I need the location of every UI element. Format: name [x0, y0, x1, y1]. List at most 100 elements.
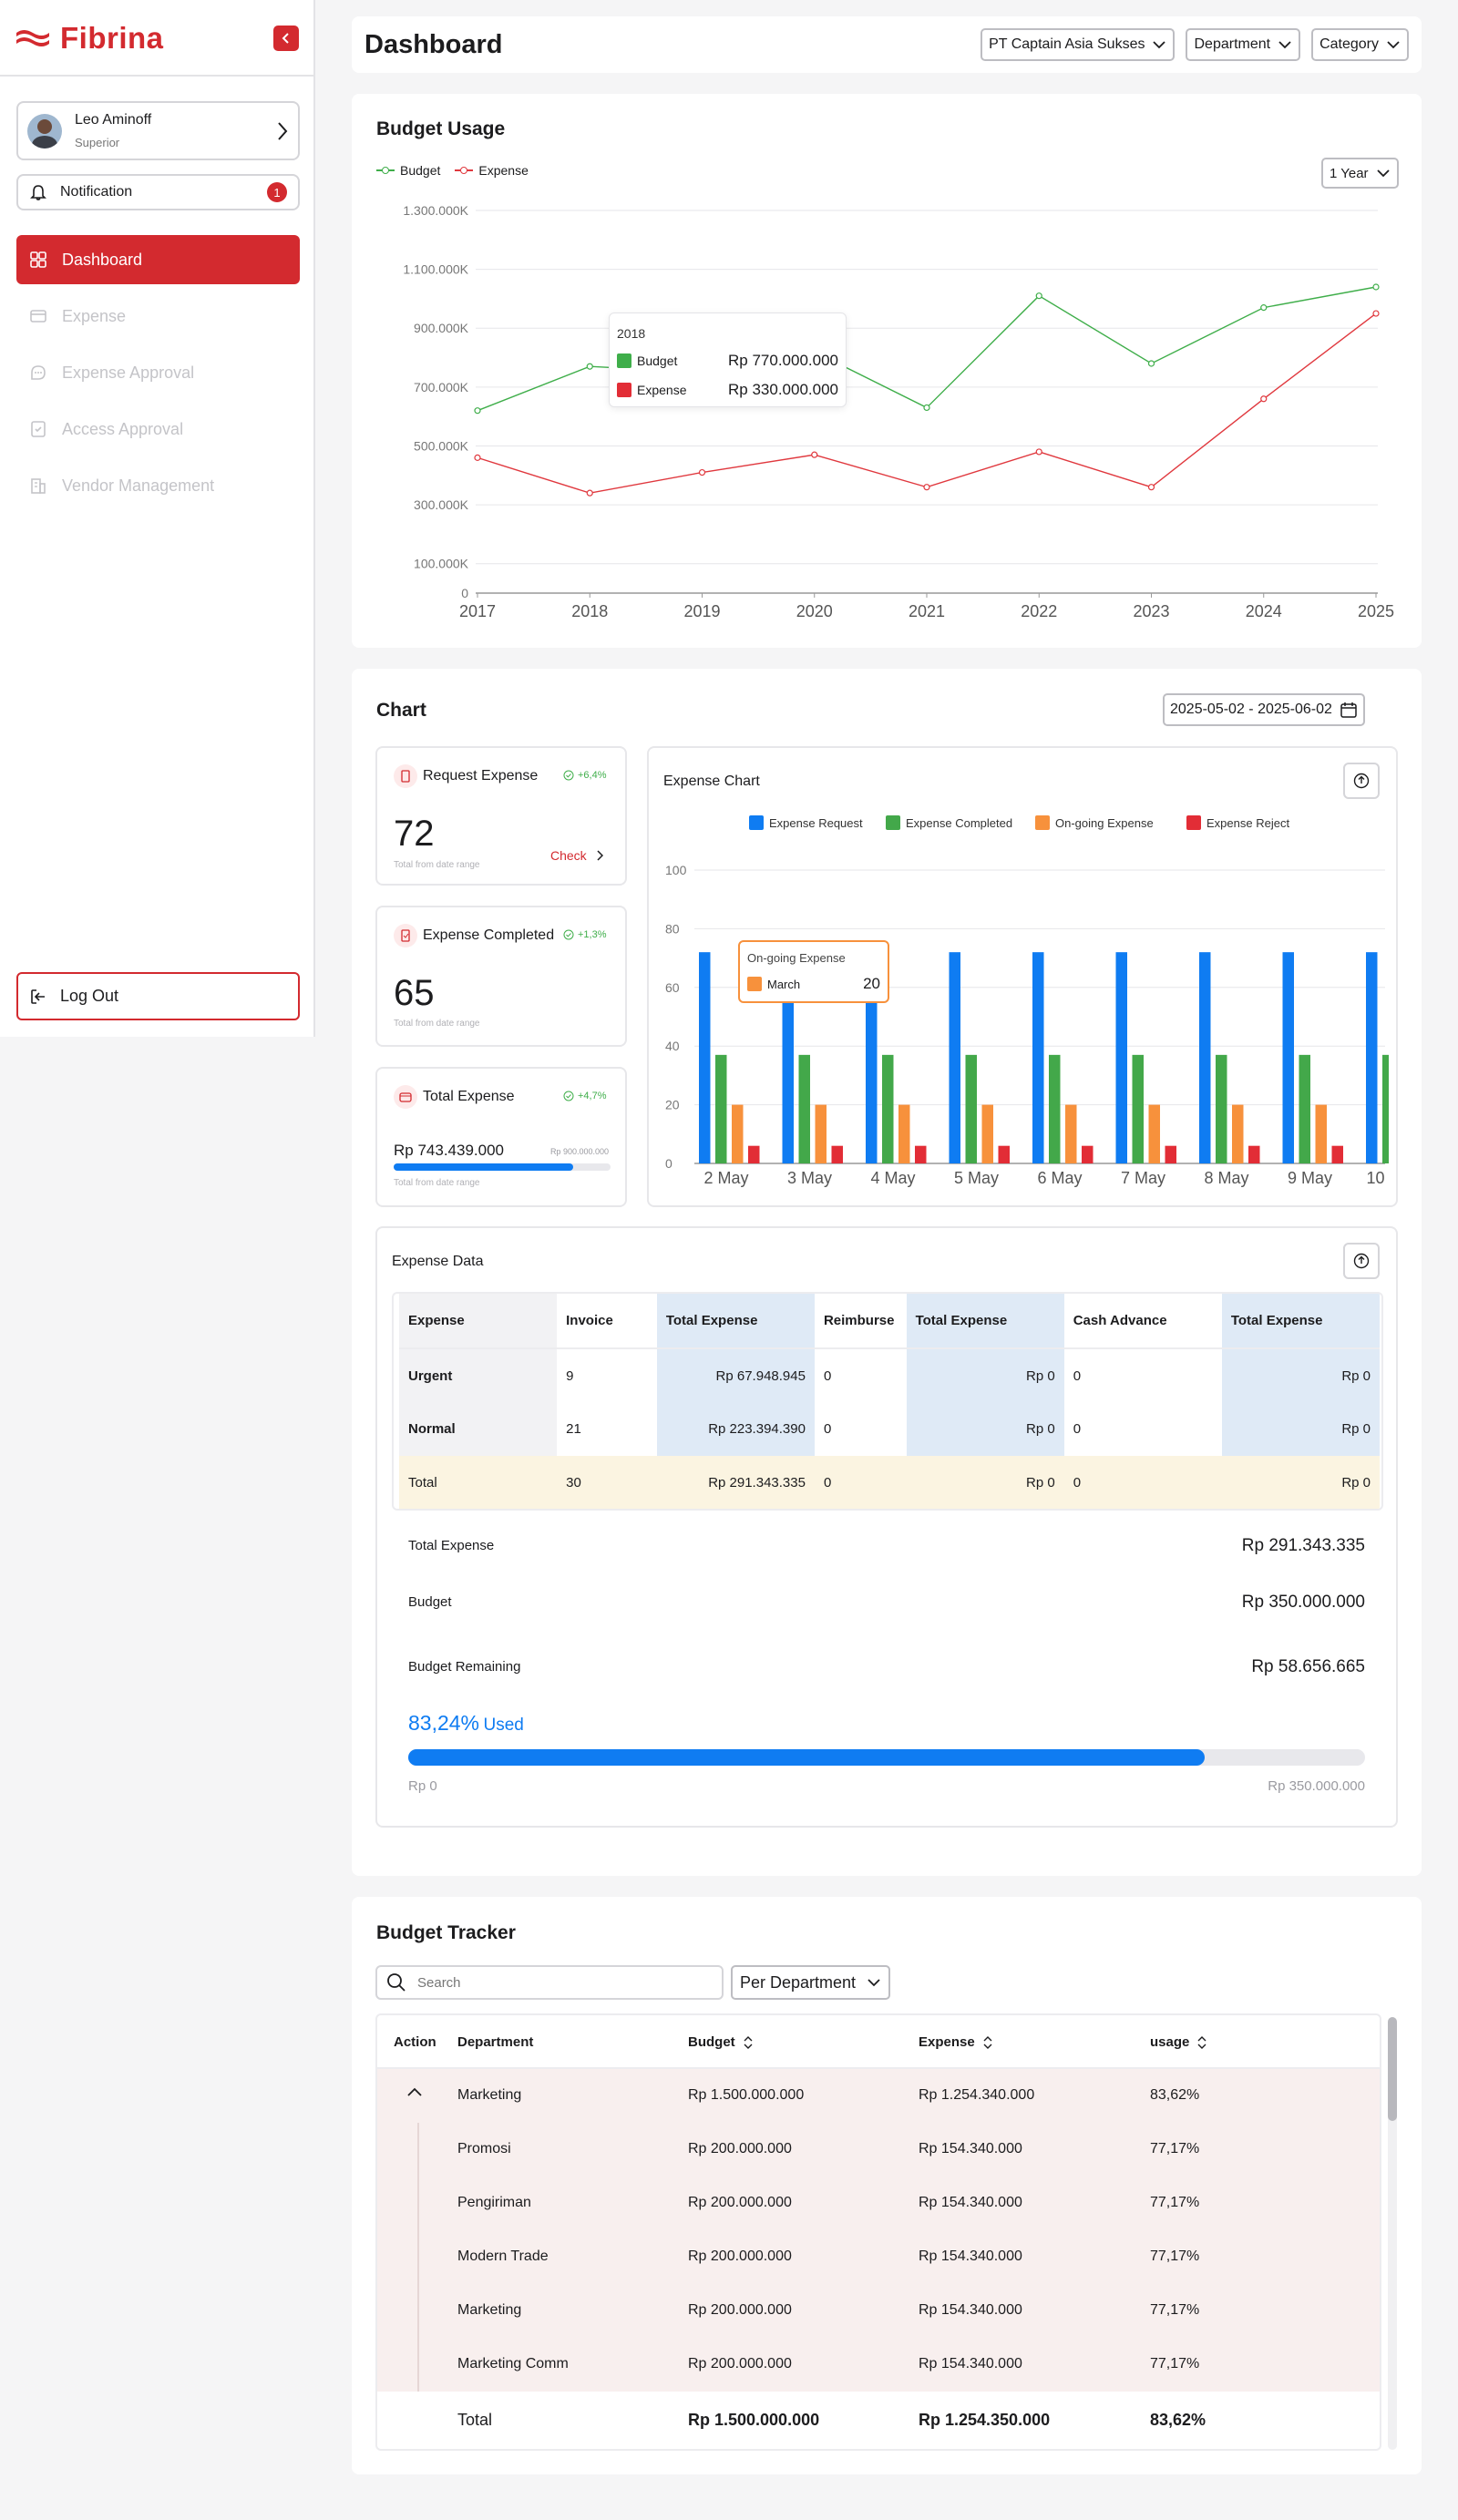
y-tick-label: 60: [665, 980, 680, 995]
brand-logo[interactable]: Fibrina: [15, 20, 164, 56]
y-tick-label: 300.000K: [414, 497, 469, 512]
chevron-left-icon: [282, 33, 289, 44]
tracker-scrollbar[interactable]: [1388, 2017, 1397, 2450]
header-expense-label: Expense: [919, 2034, 975, 2050]
header-expense[interactable]: Expense: [919, 2034, 993, 2050]
group-by-value: Per Department: [740, 1972, 857, 1992]
y-tick-label: 100: [665, 863, 687, 877]
data-point-expense: [923, 484, 930, 491]
collapse-row-button[interactable]: [406, 2085, 423, 2102]
tracker-row[interactable]: Marketing Comm Rp 200.000.000 Rp 154.340…: [377, 2338, 1380, 2392]
collapse-sidebar-button[interactable]: [273, 26, 299, 51]
row-department: Modern Trade: [457, 2249, 549, 2264]
period-select[interactable]: 1 Year: [1321, 158, 1399, 189]
expense-data-panel: Expense Data Expense Invoice Total Expen…: [375, 1226, 1398, 1828]
nav-item-expense[interactable]: Expense: [16, 292, 300, 341]
data-point-budget: [923, 404, 930, 412]
summary-remaining-value: Rp 58.656.665: [1251, 1657, 1365, 1676]
bar-expense-completed: [1299, 1054, 1310, 1163]
tracker-row[interactable]: Marketing Rp 200.000.000 Rp 154.340.000 …: [377, 2284, 1380, 2338]
x-tick-label: 2 May: [703, 1169, 748, 1187]
logout-button[interactable]: Log Out: [16, 972, 300, 1020]
total-expense-card: Total Expense +4,7% Rp 743.439.000 Rp 90…: [375, 1067, 627, 1207]
tracker-row-parent[interactable]: Marketing Rp 1.500.000.000 Rp 1.254.340.…: [377, 2069, 1380, 2123]
total-budget: Rp 1.500.000.000: [688, 2411, 820, 2429]
bar-expense-reject: [915, 1145, 927, 1163]
cell: 0: [823, 1421, 832, 1437]
department-select[interactable]: Department: [1186, 28, 1301, 61]
legend-item-budget[interactable]: Budget: [376, 163, 440, 178]
bar-on-going-expense: [1232, 1104, 1244, 1163]
chart-section-title: Chart: [376, 700, 426, 721]
tracker-row[interactable]: Modern Trade Rp 200.000.000 Rp 154.340.0…: [377, 2230, 1380, 2284]
notification-button[interactable]: Notification 1: [16, 174, 300, 210]
tooltip-expense-value: Rp 330.000.000: [728, 381, 838, 398]
col-header: Invoice: [557, 1294, 657, 1349]
check-link[interactable]: Check: [550, 848, 603, 863]
bar-expense-reject: [748, 1145, 760, 1163]
group-by-select[interactable]: Per Department: [731, 1965, 891, 2000]
data-point-expense: [1147, 484, 1155, 491]
nav-item-vendor-management[interactable]: Vendor Management: [16, 461, 300, 510]
summary-remaining-label: Budget Remaining: [408, 1659, 521, 1675]
tracker-row[interactable]: Pengiriman Rp 200.000.000 Rp 154.340.000…: [377, 2177, 1380, 2230]
expense-data-download-button[interactable]: [1343, 1243, 1380, 1279]
user-profile[interactable]: Leo Aminoff Superior: [16, 101, 300, 160]
cell: 0: [1073, 1421, 1082, 1437]
cell: 0: [1073, 1368, 1082, 1384]
row-department: Pengiriman: [457, 2195, 531, 2210]
data-point-budget: [586, 363, 593, 370]
page-title: Dashboard: [364, 29, 503, 59]
total-expense-delta-value: +4,7%: [578, 1091, 607, 1101]
category-select[interactable]: Category: [1311, 28, 1409, 61]
row-usage: 77,17%: [1150, 2249, 1200, 2264]
cell: Rp 0: [906, 1348, 1064, 1402]
company-select[interactable]: PT Captain Asia Sukses: [981, 28, 1176, 61]
cell: Rp 0: [1221, 1402, 1380, 1456]
nav-item-expense-approval[interactable]: Expense Approval: [16, 348, 300, 397]
col-header: Cash Advance: [1063, 1294, 1222, 1349]
nav-item-access-approval[interactable]: Access Approval: [16, 405, 300, 454]
legend-swatch: [1035, 815, 1050, 830]
request-expense-value: 72: [394, 814, 435, 854]
expense-completed-sub: Total from date range: [394, 1019, 480, 1029]
bar-expense-reject: [1082, 1145, 1094, 1163]
search-field[interactable]: [375, 1965, 724, 2000]
cell: Rp 223.394.390: [656, 1402, 815, 1456]
row-department: Marketing: [457, 2302, 522, 2318]
expense-chart-panel: Expense Chart Expense Request Expense Com…: [647, 746, 1398, 1207]
sidebar-divider: [0, 75, 315, 77]
bar-on-going-expense: [1148, 1104, 1160, 1163]
table-header-row: Expense Invoice Total Expense Reimburse …: [399, 1294, 1380, 1349]
legend-item-expense[interactable]: Expense: [455, 163, 529, 178]
header-usage[interactable]: usage: [1150, 2034, 1207, 2050]
header-department: Department: [457, 2034, 534, 2050]
progress-min-label: Rp 0: [408, 1778, 437, 1794]
data-point-budget: [1372, 283, 1380, 291]
search-input[interactable]: [417, 1974, 713, 1991]
chevron-down-icon: [1153, 41, 1166, 49]
col-header: Total Expense: [656, 1294, 815, 1349]
x-tick-label: 8 May: [1204, 1169, 1248, 1187]
legend-label: Expense Request: [769, 816, 863, 830]
expense-completed-delta: +1,3%: [563, 929, 607, 940]
logout-label: Log Out: [60, 987, 119, 1005]
tracker-row[interactable]: Promosi Rp 200.000.000 Rp 154.340.000 77…: [377, 2123, 1380, 2177]
request-expense-title: Request Expense: [423, 768, 539, 784]
expense-chart-download-button[interactable]: [1343, 763, 1380, 799]
header-action: Action: [394, 2034, 436, 2050]
upload-icon: [1353, 1253, 1370, 1269]
document-check-icon: [394, 924, 417, 948]
tracker-scrollbar-thumb[interactable]: [1388, 2017, 1397, 2121]
budget-used-progress-fill: [408, 1749, 1206, 1766]
table-row: Normal 21 Rp 223.394.390 0 Rp 0 0 Rp 0: [399, 1402, 1380, 1456]
nav-item-dashboard[interactable]: Dashboard: [16, 235, 300, 284]
bar-expense-reject: [1331, 1145, 1343, 1163]
summary-budget-value: Rp 350.000.000: [1241, 1593, 1365, 1612]
chevron-down-icon: [1387, 41, 1400, 49]
header-budget[interactable]: Budget: [688, 2034, 754, 2050]
date-range-picker[interactable]: 2025-05-02 - 2025-06-02: [1163, 693, 1365, 726]
y-tick-label: 0: [461, 586, 468, 600]
data-point-expense: [811, 451, 818, 458]
nav-label: Expense: [62, 306, 127, 325]
